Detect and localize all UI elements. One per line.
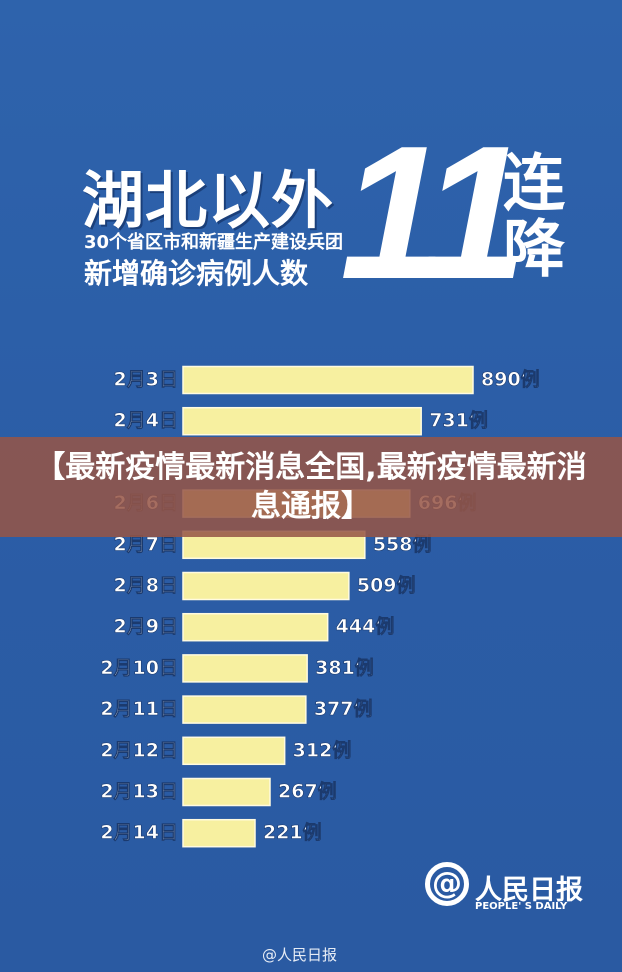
bar xyxy=(182,406,422,436)
category-label: 2月3日 xyxy=(114,369,178,391)
banner: 【最新疫情最新消息全国,最新疫情最新消息通报】 xyxy=(0,437,622,537)
logo-english: PEOPLE' S DAILY xyxy=(475,901,568,912)
subtitle: 30个省区市和新疆生产建设兵团 xyxy=(84,232,344,253)
value-label: 731例 xyxy=(429,409,488,432)
bar xyxy=(182,695,307,724)
category-label: 2月13日 xyxy=(100,781,178,803)
value-label: 444例 xyxy=(336,615,395,638)
subtitle: 新增确诊病例人数 xyxy=(84,257,309,290)
category-label: 2月7日 xyxy=(114,533,178,555)
category-label: 2月14日 xyxy=(100,822,178,844)
bar xyxy=(182,571,350,601)
category-label: 2月9日 xyxy=(114,616,178,638)
logo-name: 人民日报 xyxy=(475,875,583,906)
logo-icon: @ xyxy=(425,862,469,906)
value-label: 558例 xyxy=(373,532,432,555)
value-label: 509例 xyxy=(357,574,416,597)
title: 湖北以外 xyxy=(82,164,335,237)
value-label: 377例 xyxy=(314,697,373,720)
watermark: @人民日报 xyxy=(262,946,338,964)
bar xyxy=(182,612,329,642)
category-label: 2月10日 xyxy=(100,657,178,679)
value-label: 312例 xyxy=(293,738,352,761)
bar xyxy=(182,818,256,848)
category-label: 2月12日 xyxy=(100,739,178,761)
bar xyxy=(182,365,474,395)
value-label: 890例 xyxy=(481,368,540,391)
bar xyxy=(182,777,271,807)
value-label: 221例 xyxy=(263,821,322,844)
big-suffix: 连降 xyxy=(492,150,565,282)
value-label: 267例 xyxy=(278,780,337,803)
big-number: 11 xyxy=(340,107,527,319)
bar xyxy=(182,654,308,683)
bar xyxy=(182,736,286,766)
banner-text: 【最新疫情最新消息全国,最新疫情最新消息通报】 xyxy=(35,450,587,524)
value-label: 381例 xyxy=(315,656,374,679)
category-label: 2月4日 xyxy=(114,410,178,432)
category-label: 2月8日 xyxy=(114,575,178,597)
category-label: 2月11日 xyxy=(100,698,178,720)
